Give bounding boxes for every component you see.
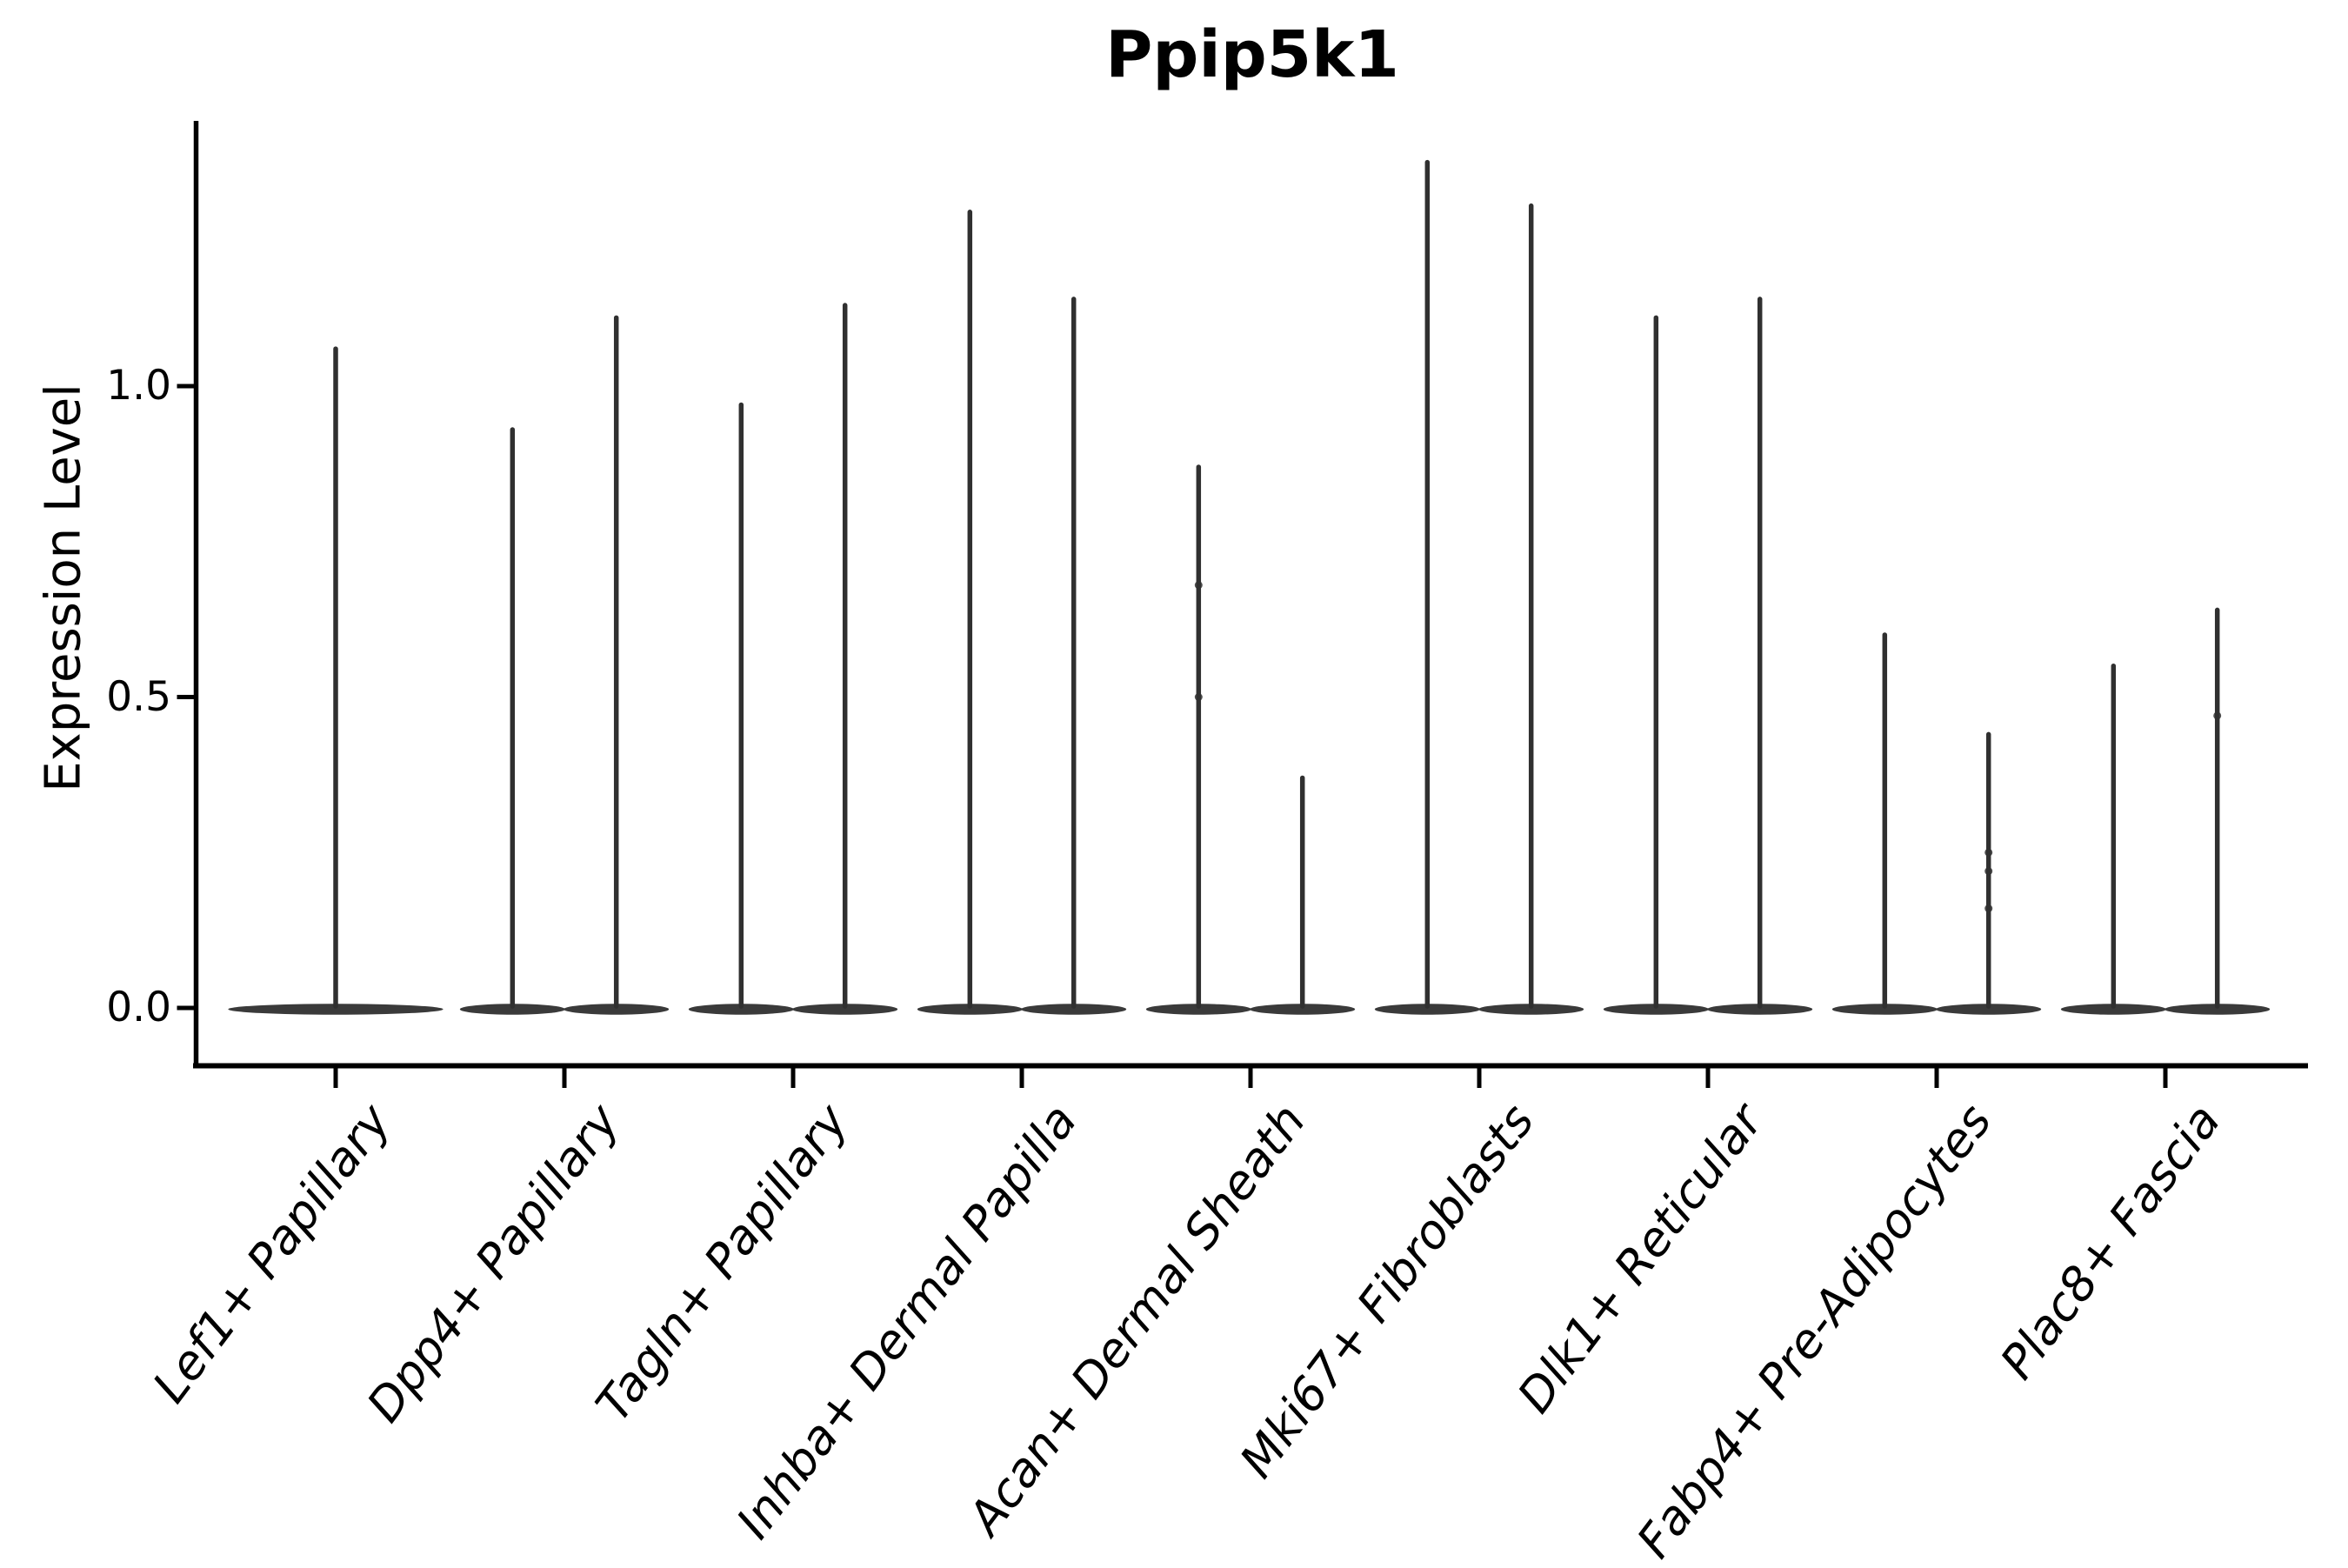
violin-base [1478,1004,1584,1015]
data-point [2213,711,2222,720]
violin-base [2165,1004,2271,1015]
plot-title: Ppip5k1 [1105,17,1399,92]
y-tick-label: 1.0 [106,362,171,410]
axes [177,121,2308,1088]
violin-base [228,1004,444,1015]
violin-base [1707,1004,1813,1015]
y-axis-label: Expression Level [35,384,92,792]
data-point [1194,581,1203,590]
data-point [1984,867,1993,876]
violin-base [1936,1004,2042,1015]
data-point [1984,848,1993,857]
violin-base [1021,1004,1127,1015]
y-tick-label: 0.5 [106,672,171,721]
violin-base [917,1004,1023,1015]
data-point [1984,904,1993,913]
violin-base [1250,1004,1356,1015]
violin-base [688,1004,794,1015]
violin-base [1374,1004,1480,1015]
violin-base [1831,1004,1938,1015]
violin-base [564,1004,670,1015]
violin-base [2060,1004,2166,1015]
violin-base [459,1004,565,1015]
violin-base [792,1004,898,1015]
violins [228,159,2271,1015]
violin-base [1145,1004,1251,1015]
data-point [1194,693,1203,701]
y-tick-label: 0.0 [106,984,171,1031]
violin-base [1603,1004,1709,1015]
